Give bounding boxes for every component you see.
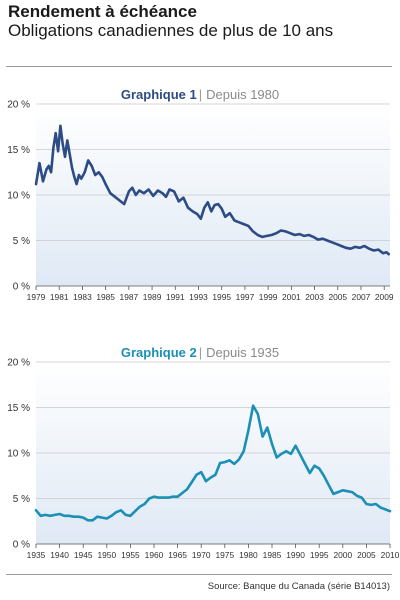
x-tick-label: 2005	[357, 550, 376, 560]
x-tick-label: 1981	[50, 292, 69, 302]
chart-title-main: Graphique 1	[121, 87, 197, 102]
y-tick-label: 5 %	[13, 494, 30, 505]
x-tick-label: 1999	[259, 292, 278, 302]
source-note: Source: Banque du Canada (série B14013)	[207, 581, 390, 592]
x-tick-label: 1950	[97, 550, 116, 560]
x-tick-label: 1940	[50, 550, 69, 560]
x-tick-label: 1960	[145, 550, 164, 560]
chart-title: Graphique 1 | Depuis 1980	[121, 87, 279, 102]
y-tick-label: 20 %	[7, 358, 30, 369]
series-line	[34, 124, 391, 256]
divider	[6, 574, 392, 575]
x-tick-label: 1995	[212, 292, 231, 302]
chart-title-sub: Depuis 1935	[206, 345, 279, 360]
x-tick-label: 2001	[282, 292, 301, 302]
x-tick-label: 1987	[120, 292, 139, 302]
chart-title: Graphique 2 | Depuis 1935	[121, 345, 279, 360]
x-tick-label: 2009	[375, 292, 394, 302]
x-tick-label: 1965	[168, 550, 187, 560]
x-tick-label: 1979	[27, 292, 46, 302]
y-tick-label: 10 %	[7, 191, 30, 202]
x-tick-label: 1985	[96, 292, 115, 302]
chart-title-separator: |	[199, 345, 202, 360]
chart-title-main: Graphique 2	[121, 345, 197, 360]
y-tick-label: 5 %	[13, 236, 30, 247]
divider	[6, 66, 392, 67]
x-tick-label: 1997	[236, 292, 255, 302]
chart-title-separator: |	[199, 87, 202, 102]
y-tick-label: 20 %	[7, 100, 30, 111]
x-tick-label: 1990	[286, 550, 305, 560]
x-tick-label: 1975	[215, 550, 234, 560]
y-tick-label: 15 %	[7, 403, 30, 414]
x-tick-label: 2010	[381, 550, 400, 560]
x-tick-label: 1945	[74, 550, 93, 560]
chart-2: Graphique 2 | Depuis 1935 0 % 5 % 10 % 15 % 20 …	[7, 345, 400, 560]
x-tick-label: 1989	[143, 292, 162, 302]
x-tick-label: 1980	[239, 550, 258, 560]
page-subtitle: Obligations canadiennes de plus de 10 an…	[8, 21, 334, 40]
x-tick-label: 2007	[352, 292, 371, 302]
chart-title-sub: Depuis 1980	[206, 87, 279, 102]
x-tick-label: 1983	[73, 292, 92, 302]
x-tick-label: 1955	[121, 550, 140, 560]
y-tick-label: 15 %	[7, 145, 30, 156]
x-tick-label: 1970	[192, 550, 211, 560]
x-tick-label: 1995	[310, 550, 329, 560]
x-tick-label: 2000	[333, 550, 352, 560]
y-tick-label: 0 %	[13, 282, 30, 293]
page-title: Rendement à échéance	[8, 2, 197, 21]
x-tick-label: 1935	[27, 550, 46, 560]
x-tick-label: 1991	[166, 292, 185, 302]
y-tick-label: 10 %	[7, 449, 30, 460]
x-tick-label: 2005	[328, 292, 347, 302]
chart-1: Graphique 1 | Depuis 1980 0 % 5 % 10 % 15 % 20 …	[7, 87, 394, 302]
series-line	[34, 404, 392, 522]
y-tick-label: 0 %	[13, 540, 30, 551]
x-tick-label: 1993	[189, 292, 208, 302]
x-tick-label: 2003	[305, 292, 324, 302]
x-tick-label: 1985	[263, 550, 282, 560]
